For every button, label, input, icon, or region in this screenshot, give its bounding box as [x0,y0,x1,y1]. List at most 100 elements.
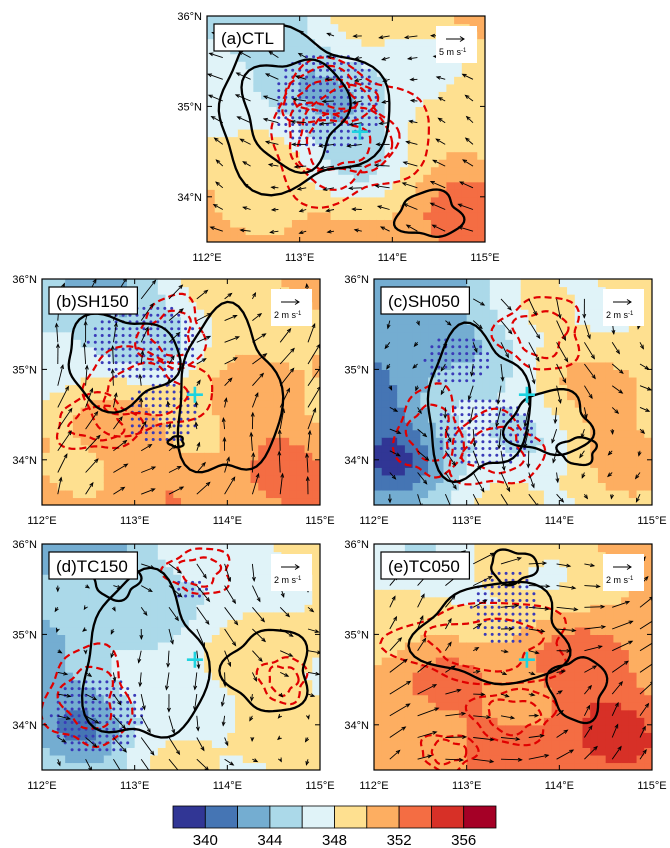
field-cell [397,369,406,378]
wind-vector-head [209,226,215,231]
field-cell [307,136,316,145]
wind-vector [85,435,101,452]
field-cell [338,211,347,220]
field-cell [384,68,393,77]
field-cell [361,174,370,183]
field-cell [559,369,568,378]
wind-vector-head [461,73,467,78]
field-cell [242,422,252,431]
field-cell [96,762,105,770]
field-cell [613,414,622,423]
wind-vector [298,53,307,58]
field-cell [551,301,560,310]
field-cell [284,204,293,213]
wind-vector [500,450,505,471]
field-cell [307,196,316,205]
field-cell [567,407,576,416]
stipple-dot [367,68,371,72]
field-cell [597,474,607,483]
field-cell [42,709,51,718]
field-cell [227,346,236,355]
stipple-dot [121,361,125,365]
stipple-dot [502,406,506,410]
field-cell [528,407,537,416]
field-cell [96,474,105,483]
field-cell [242,489,252,499]
field-cell [242,497,252,505]
field-cell [454,68,463,77]
field-cell [65,672,74,681]
field-cell [454,166,463,175]
field-cell [551,429,560,438]
stipple-dot [107,340,111,344]
field-cell [250,294,259,303]
field-cell [374,361,383,370]
field-cell [636,354,645,363]
stipple-dot [479,352,483,356]
field-cell [134,339,143,348]
wind-vector [579,450,585,458]
field-cell [397,339,406,348]
wind-vector [406,224,418,232]
field-cell [567,489,576,499]
field-cell [88,619,97,628]
field-cell [219,497,228,505]
field-cell [111,279,120,288]
field-cell [204,316,213,325]
field-cell [497,399,506,408]
wind-vector-head [58,476,63,482]
wind-vector-head [215,159,221,164]
wind-vector-head [312,407,317,413]
field-cell [261,136,270,145]
field-cell [474,474,483,483]
stipple-dot [481,447,485,450]
field-cell [412,459,421,468]
field-cell [304,489,313,499]
field-cell [284,174,293,183]
field-cell [42,452,51,461]
field-cell [80,694,89,703]
stipple-dot [158,431,162,435]
wind-vector-head [382,78,388,83]
wind-vector-head [221,416,226,423]
field-cell [404,384,414,393]
field-cell [543,324,553,333]
wind-vector-head [375,142,381,147]
field-cell [65,324,74,333]
field-cell [150,324,159,333]
field-cell [423,83,432,92]
stipple-dot [516,413,520,417]
field-cell [304,414,313,423]
field-cell [551,316,560,325]
field-cell [389,497,398,505]
field-cell [111,702,120,711]
field-cell [374,316,383,325]
field-cell [415,31,424,40]
field-cell [513,376,522,386]
field-cell [435,384,445,393]
field-cell [150,399,159,408]
field-cell [289,467,298,476]
field-cell [543,452,553,461]
field-cell [299,83,308,92]
field-cell [428,346,437,355]
field-cell [430,234,440,242]
wind-vector [140,280,156,300]
field-cell [57,544,66,553]
stipple-dot [367,102,371,106]
field-cell [489,399,499,408]
field-cell [42,649,51,658]
field-cell [605,392,614,401]
field-cell [466,301,475,310]
field-cell [253,129,262,138]
wind-vector [299,209,307,212]
field-cell [211,316,221,325]
field-cell [330,159,339,168]
field-cell [461,174,471,183]
y-tick-label: 35°N [344,364,369,376]
field-cell [207,83,216,92]
stipple-dot [142,340,146,344]
field-cell [489,414,499,423]
wind-vector-head [239,138,245,143]
field-cell [227,301,236,310]
